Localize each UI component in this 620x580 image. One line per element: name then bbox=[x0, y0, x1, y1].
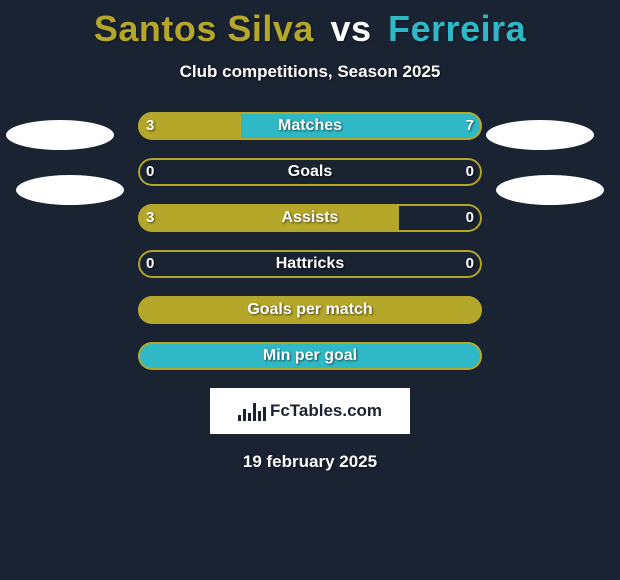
watermark-bar bbox=[258, 411, 261, 421]
stat-row: Hattricks00 bbox=[0, 250, 620, 278]
decorative-ellipse bbox=[496, 175, 604, 205]
player1-name: Santos Silva bbox=[94, 8, 314, 49]
value-left: 3 bbox=[146, 204, 154, 232]
subtitle: Club competitions, Season 2025 bbox=[0, 62, 620, 82]
watermark: FcTables.com bbox=[210, 388, 410, 434]
vs-text: vs bbox=[330, 8, 371, 49]
stat-row: Assists30 bbox=[0, 204, 620, 232]
decorative-ellipse bbox=[16, 175, 124, 205]
bar-track bbox=[138, 204, 482, 232]
watermark-bar bbox=[253, 403, 256, 421]
value-left: 0 bbox=[146, 158, 154, 186]
watermark-bar bbox=[238, 415, 241, 421]
bar-left bbox=[138, 204, 399, 232]
bar-outline bbox=[138, 250, 482, 278]
watermark-bars-icon bbox=[238, 401, 266, 421]
bar-track bbox=[138, 296, 482, 324]
player2-name: Ferreira bbox=[388, 8, 526, 49]
bar-right bbox=[241, 112, 482, 140]
comparison-title: Santos Silva vs Ferreira bbox=[0, 0, 620, 50]
stat-row: Goals per match bbox=[0, 296, 620, 324]
bar-outline bbox=[138, 158, 482, 186]
bar-track bbox=[138, 342, 482, 370]
bar-right bbox=[138, 342, 482, 370]
value-right: 0 bbox=[466, 204, 474, 232]
bar-track bbox=[138, 112, 482, 140]
value-right: 0 bbox=[466, 250, 474, 278]
value-left: 3 bbox=[146, 112, 154, 140]
decorative-ellipse bbox=[486, 120, 594, 150]
bar-track bbox=[138, 250, 482, 278]
value-right: 7 bbox=[466, 112, 474, 140]
bar-track bbox=[138, 158, 482, 186]
bar-left bbox=[138, 296, 482, 324]
value-left: 0 bbox=[146, 250, 154, 278]
decorative-ellipse bbox=[6, 120, 114, 150]
value-right: 0 bbox=[466, 158, 474, 186]
date-text: 19 february 2025 bbox=[0, 452, 620, 472]
watermark-bar bbox=[263, 407, 266, 421]
watermark-bar bbox=[243, 409, 246, 421]
stats-chart: Matches37Goals00Assists30Hattricks00Goal… bbox=[0, 112, 620, 370]
stat-row: Min per goal bbox=[0, 342, 620, 370]
watermark-text: FcTables.com bbox=[270, 401, 382, 421]
watermark-bar bbox=[248, 413, 251, 421]
